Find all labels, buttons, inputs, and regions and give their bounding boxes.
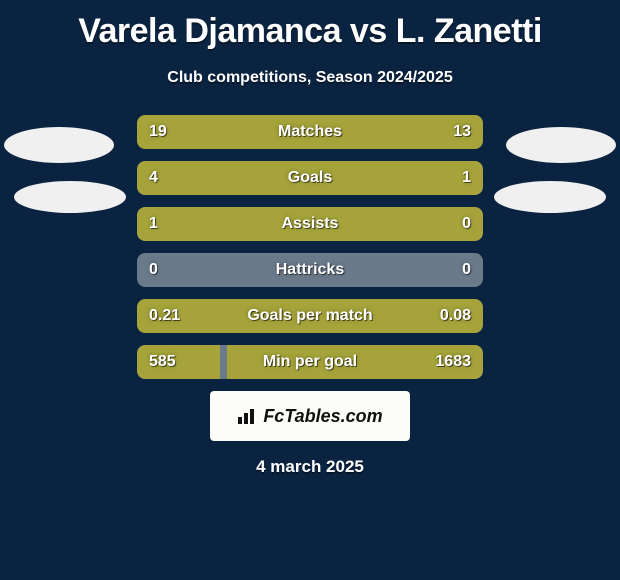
player-left-avatar-placeholder	[4, 127, 114, 163]
comparison-chart: 1913Matches 41Goals 10Assists 00Hattricks 0.…	[0, 115, 620, 477]
player-right-avatar-placeholder	[506, 127, 616, 163]
stat-label: Min per goal	[137, 345, 483, 379]
page-subtitle: Club competitions, Season 2024/2025	[0, 69, 620, 87]
stat-label: Assists	[137, 207, 483, 241]
stat-label: Goals	[137, 161, 483, 195]
player-left-avatar-shadow	[14, 181, 126, 213]
stat-row: 5851683Min per goal	[137, 345, 483, 379]
stat-row: 00Hattricks	[137, 253, 483, 287]
page-title: Varela Djamanca vs L. Zanetti	[0, 0, 620, 51]
stat-row: 41Goals	[137, 161, 483, 195]
player-right-avatar-shadow	[494, 181, 606, 213]
brand: FcTables.com	[237, 406, 382, 427]
stat-row: 1913Matches	[137, 115, 483, 149]
stat-label: Hattricks	[137, 253, 483, 287]
stat-row: 10Assists	[137, 207, 483, 241]
stat-row: 0.210.08Goals per match	[137, 299, 483, 333]
stat-rows: 1913Matches 41Goals 10Assists 00Hattricks 0.…	[137, 115, 483, 379]
stat-label: Matches	[137, 115, 483, 149]
brand-text: FcTables.com	[263, 406, 382, 427]
stat-label: Goals per match	[137, 299, 483, 333]
footer-date: 4 march 2025	[0, 457, 620, 477]
brand-box: FcTables.com	[210, 391, 410, 441]
chart-bars-icon	[237, 407, 259, 425]
